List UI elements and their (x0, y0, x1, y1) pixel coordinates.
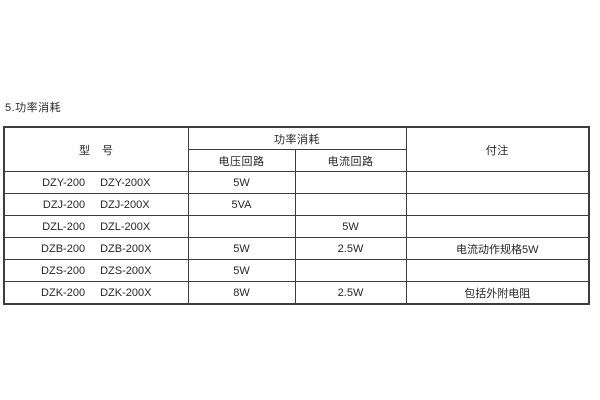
model-name-x: DZB-200X (100, 242, 152, 255)
model-name-x: DZK-200X (100, 286, 152, 299)
model-name: DZS-200 (41, 264, 86, 277)
model-cell: DZJ-200 DZJ-200X (3, 193, 189, 216)
current-cell: 2.5W (294, 281, 407, 305)
voltage-cell: 5VA (187, 193, 296, 216)
note-cell (405, 193, 590, 216)
model-name: DZB-200 (41, 242, 86, 255)
header-notes: 付注 (405, 126, 590, 172)
power-consumption-table: 型 号 功率消耗 付注 电压回路 电流回路 DZY-200 DZY-200X 5… (3, 126, 590, 305)
model-cell: DZK-200 DZK-200X (3, 281, 189, 305)
model-name-x: DZY-200X (100, 176, 151, 189)
header-model: 型 号 (3, 126, 189, 172)
voltage-cell: 5W (187, 237, 296, 260)
section-title: 5.功率消耗 (5, 102, 62, 114)
header-voltage-circuit: 电压回路 (187, 149, 296, 172)
table-row-dzy: DZY-200 DZY-200X 5W (3, 171, 590, 194)
note-cell (405, 171, 590, 194)
table-row-dzb: DZB-200 DZB-200X 5W 2.5W 电流动作规格5W (3, 237, 590, 260)
header-current-circuit: 电流回路 (294, 149, 407, 172)
current-cell: 2.5W (294, 237, 407, 260)
header-row-top: 型 号 功率消耗 付注 (3, 126, 590, 172)
header-power-consumption-group: 功率消耗 (187, 126, 407, 150)
voltage-cell: 5W (187, 171, 296, 194)
model-name: DZL-200 (42, 220, 86, 233)
model-name-x: DZL-200X (100, 220, 151, 233)
current-cell (294, 171, 407, 194)
table-row-dzs: DZS-200 DZS-200X 5W (3, 259, 590, 282)
note-cell (405, 215, 590, 238)
table-row-dzl: DZL-200 DZL-200X 5W (3, 215, 590, 238)
model-name: DZK-200 (41, 286, 86, 299)
current-cell: 5W (294, 215, 407, 238)
voltage-cell: 5W (187, 259, 296, 282)
table-row-dzk: DZK-200 DZK-200X 8W 2.5W 包括外附电阻 (3, 281, 590, 305)
note-cell: 包括外附电阻 (405, 281, 590, 305)
voltage-cell: 8W (187, 281, 296, 305)
model-name-x: DZS-200X (100, 264, 152, 277)
model-cell: DZL-200 DZL-200X (3, 215, 189, 238)
model-cell: DZB-200 DZB-200X (3, 237, 189, 260)
model-name: DZJ-200 (42, 198, 86, 211)
model-cell: DZY-200 DZY-200X (3, 171, 189, 194)
current-cell (294, 193, 407, 216)
model-name: DZY-200 (42, 176, 86, 189)
model-name-x: DZJ-200X (100, 198, 150, 211)
note-cell: 电流动作规格5W (405, 237, 590, 260)
table-row-dzj: DZJ-200 DZJ-200X 5VA (3, 193, 590, 216)
current-cell (294, 259, 407, 282)
note-cell (405, 259, 590, 282)
model-cell: DZS-200 DZS-200X (3, 259, 189, 282)
voltage-cell (187, 215, 296, 238)
